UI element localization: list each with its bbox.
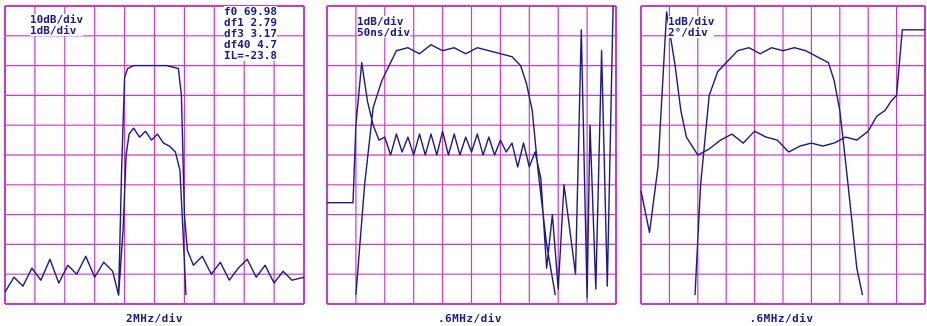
trace-2 — [117, 127, 187, 296]
chart-panel-3: 1dB/div 2°/div .6MHz/div — [636, 0, 927, 326]
marker-line-4: df40 4.7 — [224, 38, 277, 51]
marker-readout: f0 69.98 df1 2.79 df3 3.17 df40 4.7 IL=-23.8 — [224, 6, 277, 61]
scale-readout-3: 1dB/div 2°/div — [668, 15, 715, 39]
scale-line-1: 10dB/div — [30, 13, 83, 26]
chart-plot-1 — [4, 5, 305, 305]
trace-1 — [640, 11, 925, 234]
trace-2 — [355, 44, 556, 296]
scale-readout-1: 10dB/div 1dB/div — [30, 14, 83, 36]
x-axis-label-2: .6MHz/div — [437, 312, 503, 325]
x-axis-label-3: .6MHz/div — [749, 312, 814, 325]
x-axis-label-1: 2MHz/div — [126, 312, 183, 325]
marker-line-2: df1 2.79 — [224, 16, 277, 29]
trace-1 — [327, 5, 614, 299]
scale-line-1: 1dB/div — [668, 15, 715, 28]
marker-line-1: f0 69.98 — [224, 5, 277, 18]
trace-2 — [694, 47, 864, 296]
scale-line-2: 1dB/div — [30, 24, 77, 37]
scale-line-1: 1dB/div — [357, 15, 404, 28]
scale-line-2: 50ns/div — [357, 26, 410, 39]
chart-plot-2 — [326, 5, 617, 305]
marker-line-5: IL=-23.8 — [224, 49, 277, 62]
chart-panel-1: 10dB/div 1dB/div f0 69.98 df1 2.79 df3 3.17… — [0, 0, 309, 326]
chart-plot-3 — [640, 5, 926, 305]
chart-panel-2: 1dB/div 50ns/div .6MHz/div — [322, 0, 618, 326]
marker-line-3: df3 3.17 — [224, 27, 277, 40]
trace-1 — [4, 64, 305, 296]
scale-line-2: 2°/div — [668, 26, 708, 39]
scale-readout-2: 1dB/div 50ns/div — [357, 16, 410, 38]
